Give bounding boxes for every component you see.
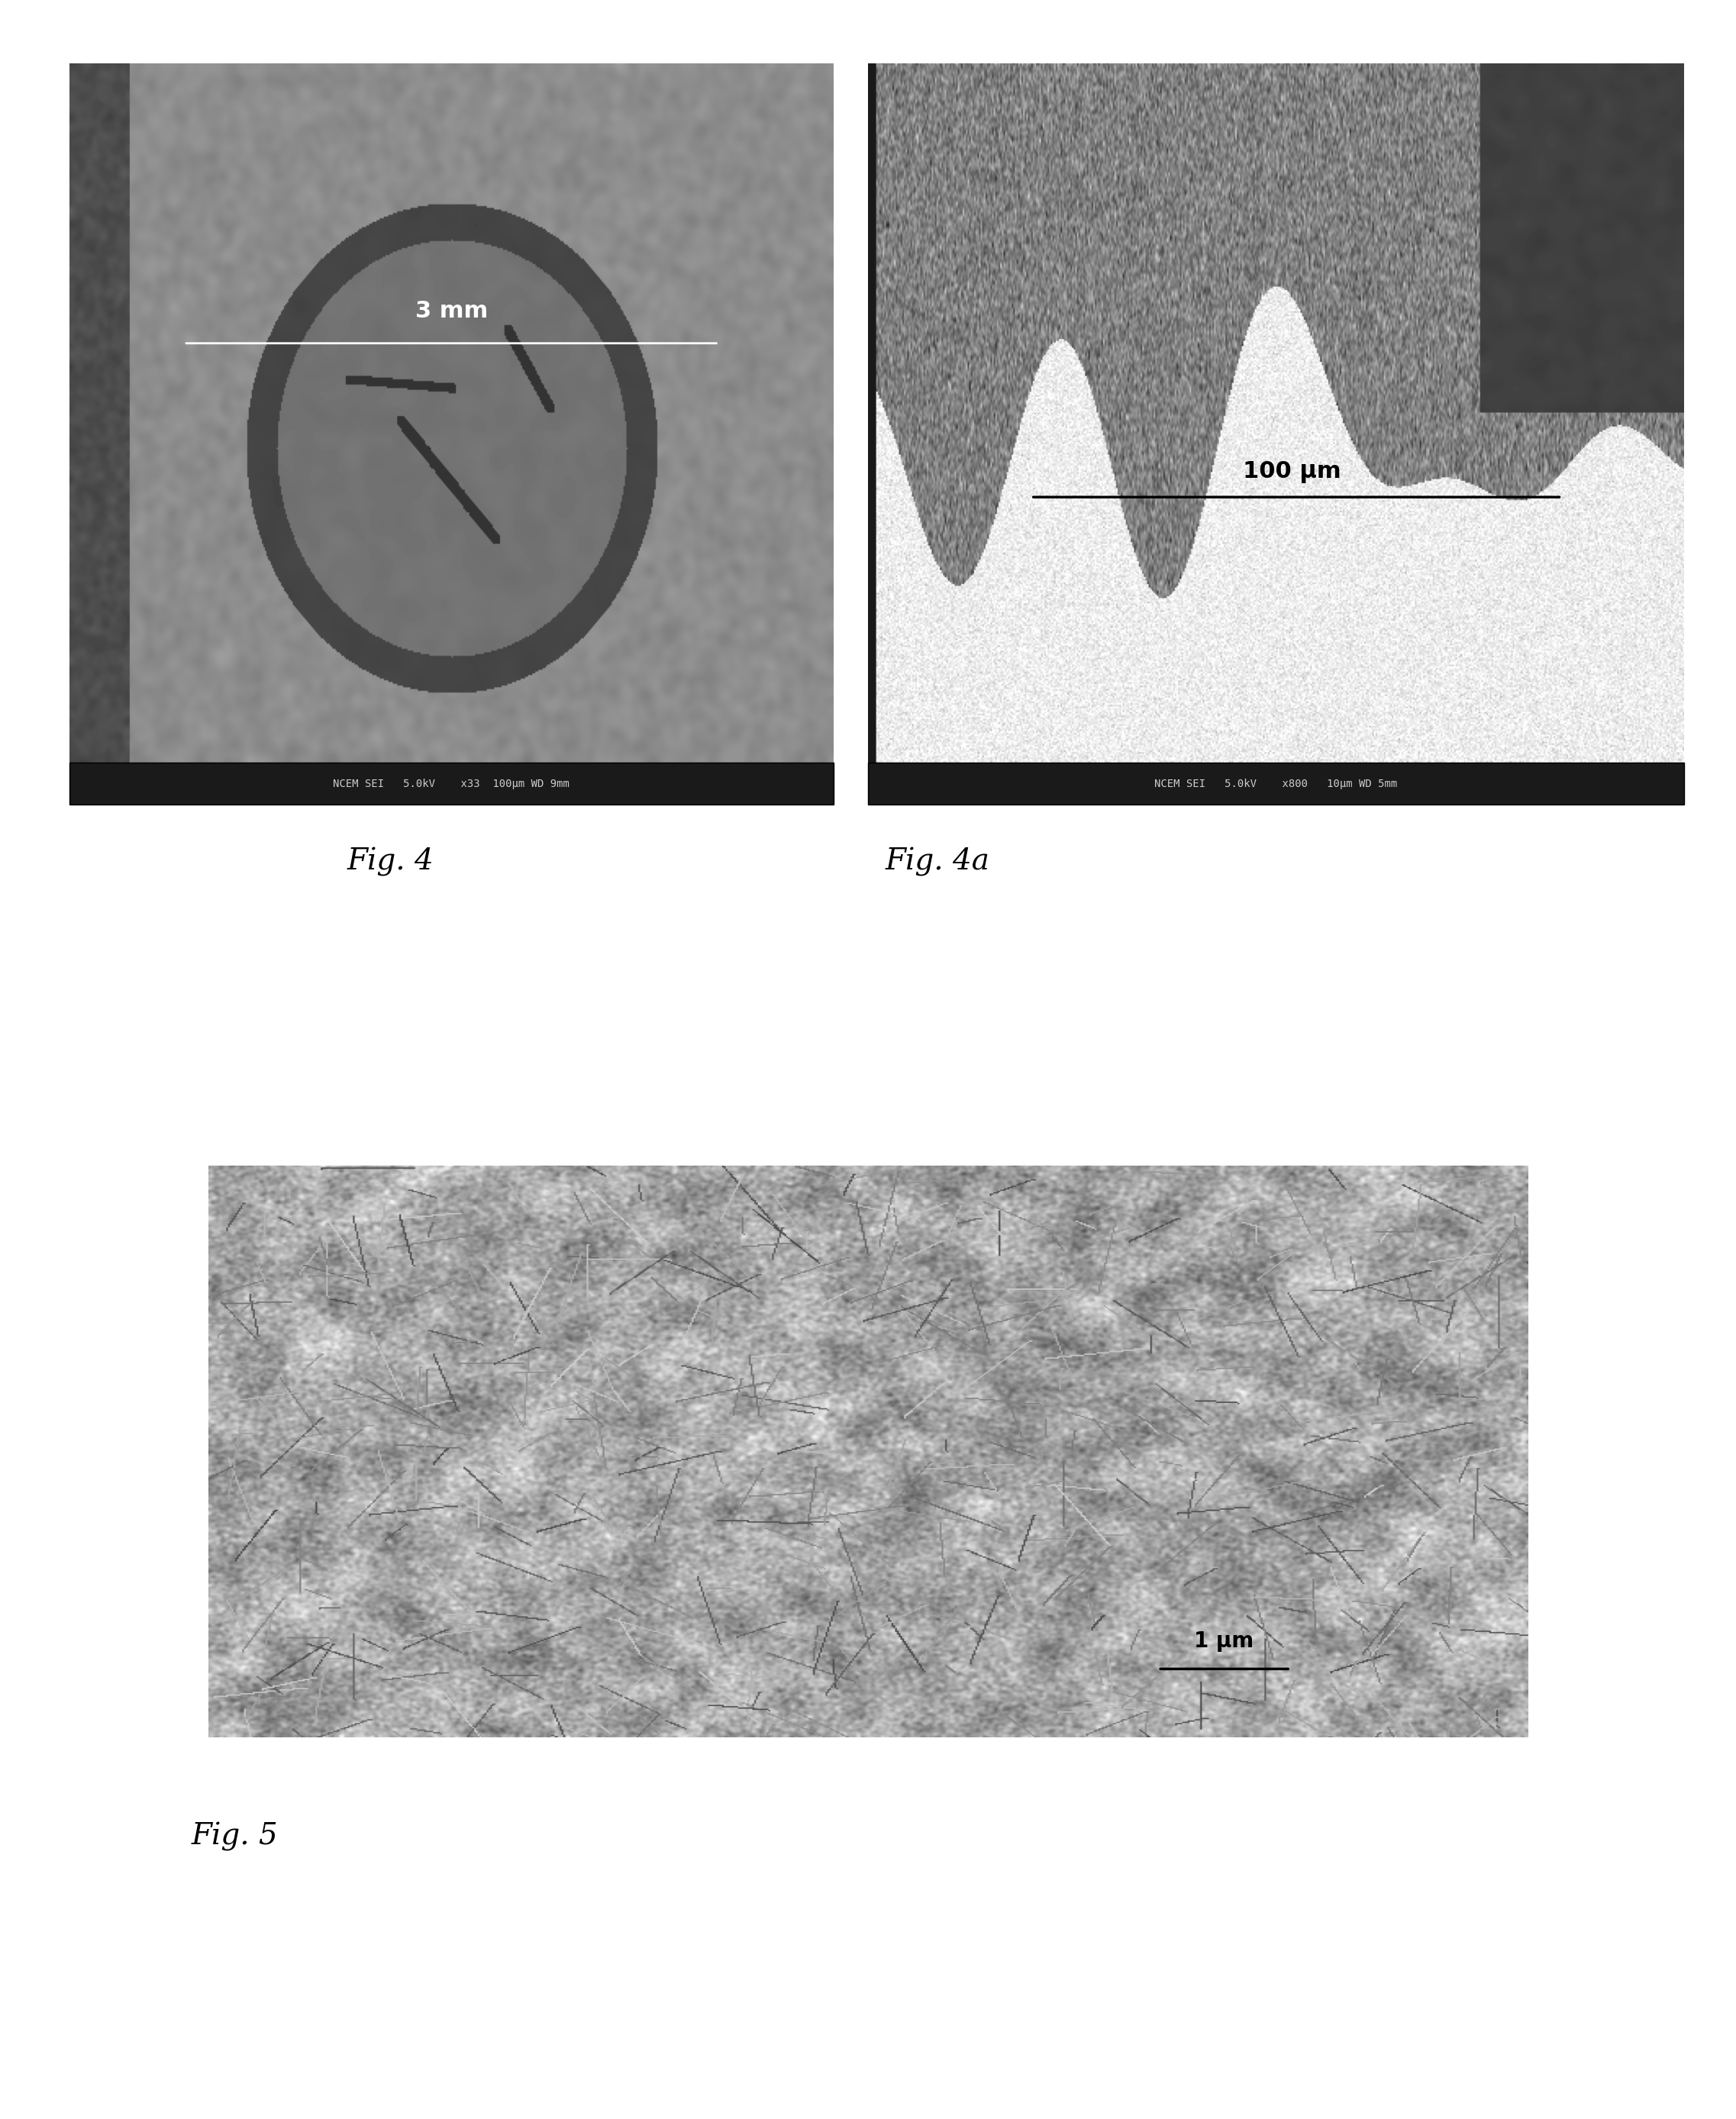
- FancyBboxPatch shape: [868, 763, 1684, 805]
- Text: Fig. 4: Fig. 4: [347, 848, 434, 877]
- Text: NCEM SEI   5.0kV    x800   10μm WD 5mm: NCEM SEI 5.0kV x800 10μm WD 5mm: [1154, 778, 1397, 788]
- Text: 1 μm: 1 μm: [1194, 1630, 1253, 1653]
- Text: NCEM SEI   5.0kV    x33  100μm WD 9mm: NCEM SEI 5.0kV x33 100μm WD 9mm: [333, 778, 569, 788]
- FancyBboxPatch shape: [69, 763, 833, 805]
- Text: Fig. 4a: Fig. 4a: [885, 848, 990, 877]
- Text: 100 μm: 100 μm: [1243, 462, 1342, 483]
- Text: Fig. 5: Fig. 5: [191, 1822, 278, 1852]
- Text: 3 mm: 3 mm: [415, 301, 488, 322]
